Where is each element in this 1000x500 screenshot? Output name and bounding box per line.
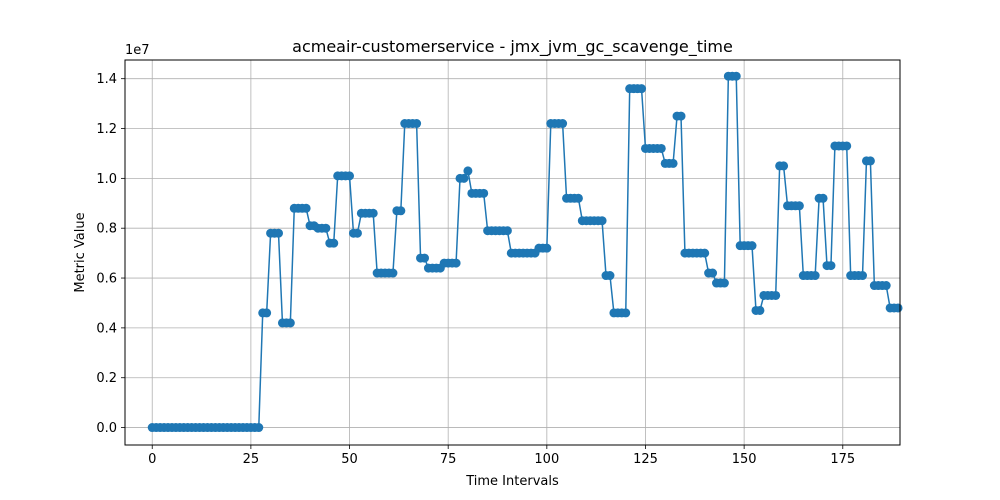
data-point	[731, 71, 741, 81]
data-point	[858, 271, 868, 281]
y-axis-label: Metric Value	[73, 212, 88, 292]
data-point	[502, 226, 512, 236]
x-axis-label: Time Intervals	[465, 474, 559, 489]
y-axis-offset-text: 1e7	[125, 43, 150, 58]
data-point	[676, 111, 686, 121]
x-tick-label: 25	[243, 452, 260, 467]
data-point	[842, 141, 852, 151]
data-point	[420, 253, 429, 263]
y-tick-label: 0.6	[96, 272, 117, 287]
data-point	[621, 308, 631, 318]
y-tick-label: 0.4	[96, 321, 117, 336]
data-point	[747, 241, 757, 251]
data-point	[262, 308, 272, 318]
chart-title: acmeair-customerservice - jmx_jvm_gc_sca…	[292, 37, 733, 57]
x-tick-label: 175	[830, 452, 855, 467]
x-tick-label: 150	[732, 452, 757, 467]
x-tick-label: 75	[440, 452, 457, 467]
data-point	[818, 193, 828, 203]
y-tick-label: 1.4	[96, 72, 117, 87]
data-point	[668, 158, 678, 168]
data-point	[656, 143, 666, 153]
data-point	[388, 268, 398, 278]
data-point	[463, 166, 473, 176]
data-point	[368, 208, 378, 218]
y-tick-label: 0.8	[96, 222, 117, 237]
data-point	[301, 203, 311, 213]
series-layer	[147, 71, 903, 433]
x-tick-label: 125	[633, 452, 658, 467]
data-point	[396, 206, 406, 216]
data-point	[700, 248, 710, 258]
data-point	[826, 261, 836, 271]
y-tick-label: 0.0	[96, 421, 117, 436]
ticks: 0 25 50 75 100 125 150 175 0.0 0.2 0.4 0.6 0.8 1.0 1.2…	[96, 72, 855, 467]
data-point	[459, 173, 469, 183]
data-point	[573, 193, 583, 203]
data-point	[597, 216, 607, 226]
data-point	[558, 119, 568, 129]
data-point	[254, 423, 264, 433]
data-point	[345, 171, 355, 181]
data-point	[605, 271, 615, 281]
data-point	[321, 223, 331, 233]
y-tick-label: 1.2	[96, 122, 117, 137]
data-point	[329, 238, 339, 248]
y-tick-label: 0.2	[96, 371, 117, 386]
data-point	[637, 84, 647, 94]
data-point	[881, 281, 891, 291]
y-tick-label: 1.0	[96, 172, 117, 187]
data-point	[810, 271, 820, 281]
data-point	[771, 290, 781, 300]
data-point	[794, 201, 804, 211]
data-point	[285, 318, 295, 328]
x-tick-label: 100	[534, 452, 559, 467]
data-point	[352, 228, 362, 238]
data-point	[719, 278, 729, 288]
data-point	[479, 188, 489, 198]
data-point	[542, 243, 552, 253]
data-point	[451, 258, 461, 268]
data-point	[755, 305, 765, 315]
data-point	[779, 161, 789, 171]
plot-frame	[124, 59, 901, 446]
data-point	[865, 156, 875, 166]
data-point	[274, 228, 283, 238]
x-tick-label: 50	[341, 452, 358, 467]
data-point	[893, 303, 903, 313]
data-point	[708, 268, 718, 278]
data-point	[412, 119, 422, 129]
x-tick-label: 0	[148, 452, 156, 467]
